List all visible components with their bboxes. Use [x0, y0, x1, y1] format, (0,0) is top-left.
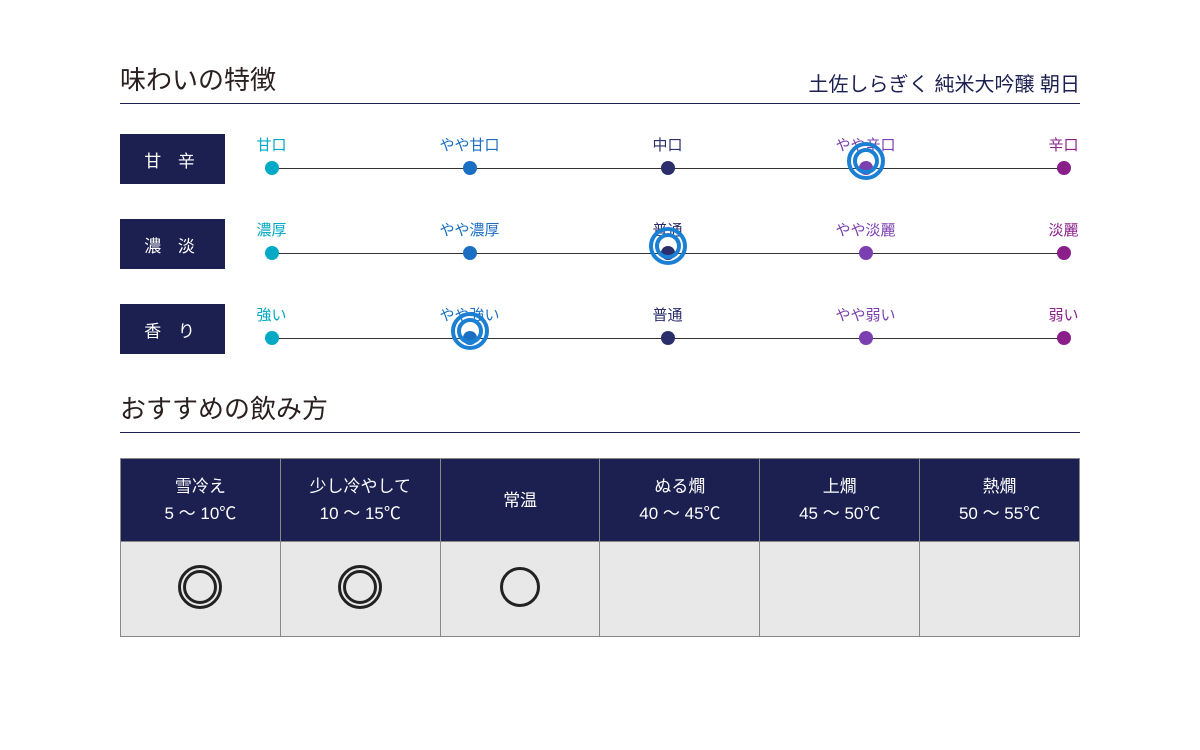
- serving-cell: [440, 542, 600, 637]
- scale-dot: [1056, 161, 1070, 175]
- scale-point: やや淡麗: [835, 219, 895, 260]
- scale-point-label: 濃厚: [256, 219, 286, 240]
- scale-point-label: 中口: [652, 134, 682, 155]
- serving-title: おすすめの飲み方: [120, 389, 1080, 433]
- double-circle-icon: [178, 565, 222, 609]
- scale-track: 甘口 やや甘口 中口 やや辛口 辛口: [255, 134, 1080, 184]
- scale-point-label: 甘口: [256, 134, 286, 155]
- header: 味わいの特徴 土佐しらぎく 純米大吟醸 朝日: [120, 60, 1080, 104]
- double-circle-icon: [338, 565, 382, 609]
- scale-point: 強い: [256, 304, 286, 345]
- scale-dot: [660, 331, 674, 345]
- scale-point: 普通: [652, 219, 682, 260]
- scale-point: やや弱い: [835, 304, 895, 345]
- scale-label: 香 り: [120, 304, 225, 354]
- scale-point: 中口: [652, 134, 682, 175]
- scale-dot: [462, 161, 476, 175]
- scale-dot: [1056, 246, 1070, 260]
- circle-icon: [500, 567, 540, 607]
- scale-point-label: 強い: [256, 304, 286, 325]
- scale-row: 濃 淡 濃厚 やや濃厚 普通 やや淡麗 淡麗: [120, 219, 1080, 269]
- scale-point-label: やや淡麗: [835, 219, 895, 240]
- scale-point-label: やや甘口: [439, 134, 499, 155]
- scale-point: 濃厚: [256, 219, 286, 260]
- scale-point: 普通: [652, 304, 682, 345]
- scale-row: 甘 辛 甘口 やや甘口 中口 やや辛口 辛口: [120, 134, 1080, 184]
- flavor-scales: 甘 辛甘口やや甘口中口やや辛口辛口濃 淡濃厚やや濃厚普通やや淡麗淡麗香 り強いや…: [120, 134, 1080, 354]
- serving-header: 少し冷やして10 〜 15℃: [280, 459, 440, 542]
- scale-dot: [858, 246, 872, 260]
- scale-dot: [264, 161, 278, 175]
- scale-point-label: やや弱い: [835, 304, 895, 325]
- scale-track: 濃厚 やや濃厚 普通 やや淡麗 淡麗: [255, 219, 1080, 269]
- serving-cell: [920, 542, 1080, 637]
- serving-cell: [121, 542, 281, 637]
- serving-cell: [280, 542, 440, 637]
- scale-point-label: 淡麗: [1048, 219, 1078, 240]
- scale-point-label: 弱い: [1048, 304, 1078, 325]
- scale-dot: [858, 331, 872, 345]
- scale-dot: [264, 331, 278, 345]
- scale-point: 弱い: [1048, 304, 1078, 345]
- scale-row: 香 り 強い やや強い 普通 やや弱い 弱い: [120, 304, 1080, 354]
- scale-label: 甘 辛: [120, 134, 225, 184]
- scale-label: 濃 淡: [120, 219, 225, 269]
- scale-point-label: 普通: [652, 304, 682, 325]
- scale-point: 淡麗: [1048, 219, 1078, 260]
- scale-point: やや強い: [439, 304, 499, 345]
- serving-header: 熱燗50 〜 55℃: [920, 459, 1080, 542]
- serving-table: 雪冷え5 〜 10℃少し冷やして10 〜 15℃常温ぬる燗40 〜 45℃上燗4…: [120, 458, 1080, 637]
- selection-ring-icon: [648, 227, 686, 265]
- scale-point: やや辛口: [835, 134, 895, 175]
- serving-header: 常温: [440, 459, 600, 542]
- product-name: 土佐しらぎく 純米大吟醸 朝日: [808, 68, 1080, 97]
- serving-header: 雪冷え5 〜 10℃: [121, 459, 281, 542]
- page-title: 味わいの特徴: [120, 60, 276, 97]
- scale-point: 辛口: [1048, 134, 1078, 175]
- scale-dot: [660, 161, 674, 175]
- scale-track: 強い やや強い 普通 やや弱い 弱い: [255, 304, 1080, 354]
- scale-dot: [264, 246, 278, 260]
- scale-dot: [1056, 331, 1070, 345]
- scale-dot: [462, 246, 476, 260]
- serving-header: ぬる燗40 〜 45℃: [600, 459, 760, 542]
- scale-point: やや濃厚: [439, 219, 499, 260]
- scale-point-label: やや濃厚: [439, 219, 499, 240]
- selection-ring-icon: [450, 312, 488, 350]
- scale-point: やや甘口: [439, 134, 499, 175]
- serving-header: 上燗45 〜 50℃: [760, 459, 920, 542]
- serving-cell: [760, 542, 920, 637]
- selection-ring-icon: [846, 142, 884, 180]
- serving-cell: [600, 542, 760, 637]
- scale-point-label: 辛口: [1048, 134, 1078, 155]
- scale-point: 甘口: [256, 134, 286, 175]
